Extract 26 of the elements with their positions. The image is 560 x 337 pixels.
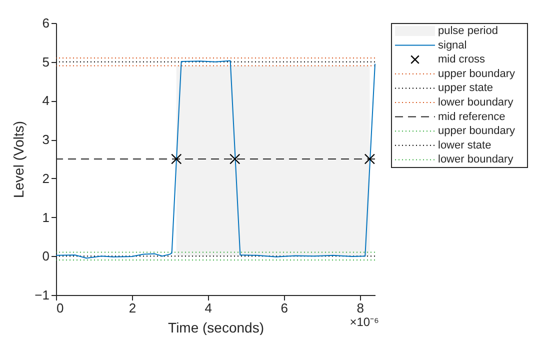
legend-label: mid reference [438,110,506,123]
x-tick-label: 2 [128,300,136,316]
y-tick-label: 6 [42,16,50,30]
x-tick-label: 6 [280,300,288,316]
y-tick-label: 3 [42,132,50,148]
x-tick-label: 4 [204,300,212,316]
legend-label: signal [438,39,467,52]
legend-label: pulse period [438,25,498,37]
legend-label: lower state [438,139,492,152]
y-tick-label: 4 [42,93,50,108]
legend-label: upper boundary [438,125,516,138]
legend-label: upper boundary [438,68,516,80]
x-tick-label: 8 [356,300,364,316]
legend-label: lower boundary [438,96,514,108]
y-axis-title: Level (Volts) [10,120,27,198]
text: ×10⁻⁶ [350,315,380,329]
y-tick-label: 2 [42,170,50,186]
y-tick-label: 0 [42,248,50,264]
y-tick-label: −1 [34,288,50,302]
y-tick-label: 1 [42,210,50,225]
legend-label: lower boundary [438,154,514,166]
y-tick-label: 5 [42,54,50,70]
x-tick-label: 0 [56,300,64,316]
legend-label: mid cross [438,54,486,66]
legend-label: upper state [438,82,494,94]
line-series [56,60,376,259]
